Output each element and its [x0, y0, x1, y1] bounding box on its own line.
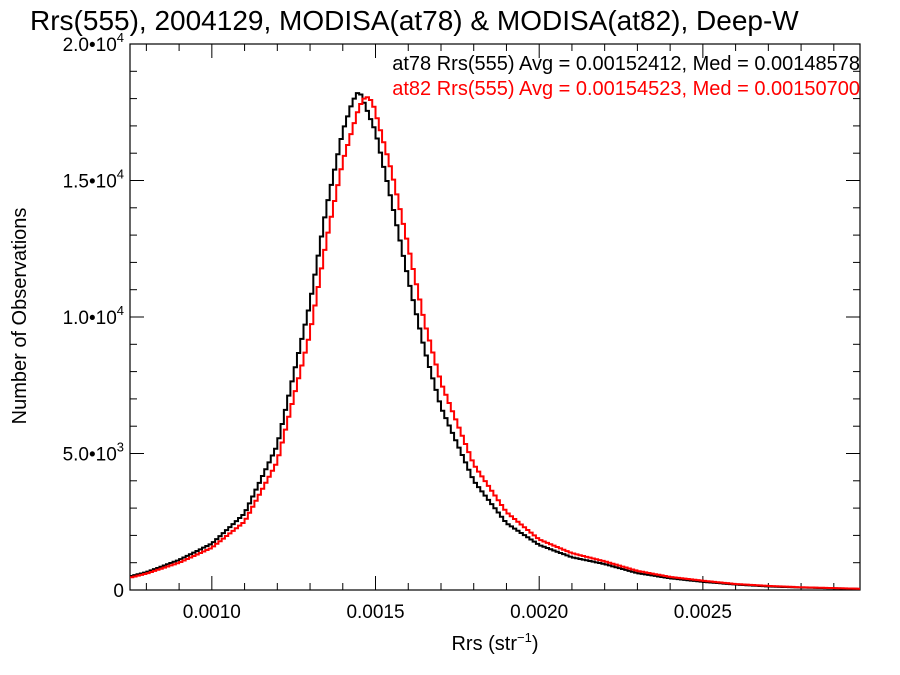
x-axis-label-sup: −1 [517, 630, 532, 645]
legend-entry-at82: at82 Rrs(555) Avg = 0.00154523, Med = 0.… [392, 78, 860, 100]
y-tick-label: 1.5•104 [63, 167, 124, 193]
y-tick-mantissa: 1.0•10 [63, 308, 117, 329]
y-axis-label: Number of Observations [9, 208, 31, 425]
series-line-at78 [130, 92, 860, 590]
y-tick-mantissa: 1.5•10 [63, 172, 117, 193]
y-tick-exponent: 3 [117, 440, 124, 455]
y-tick-exponent: 4 [117, 303, 124, 318]
x-tick-label: 0.0010 [183, 602, 241, 623]
x-tick-label: 0.0020 [510, 602, 568, 623]
x-axis: 0.0010 0.0015 0.0020 0.0025 [145, 44, 835, 623]
x-axis-label-end: ) [532, 633, 539, 655]
series-layer [130, 92, 860, 590]
y-tick-label: 5.0•103 [63, 440, 124, 466]
series-line-at82 [130, 96, 860, 590]
x-tick-label: 0.0015 [346, 602, 404, 623]
y-tick-mantissa: 2.0•10 [63, 35, 117, 56]
y-tick-exponent: 4 [117, 167, 124, 182]
y-tick-label: 2.0•104 [63, 30, 124, 56]
y-tick-mantissa: 0 [113, 581, 124, 602]
x-axis-label-main: Rrs (str [451, 633, 517, 655]
x-tick-label: 0.0025 [674, 602, 732, 623]
y-tick-label: 1.0•104 [63, 303, 124, 329]
y-tick-label: 0 [113, 581, 124, 602]
x-axis-label: Rrs (str−1) [451, 630, 538, 655]
legend-entry-at78: at78 Rrs(555) Avg = 0.00152412, Med = 0.… [392, 53, 860, 75]
chart-title: Rrs(555), 2004129, MODISA(at78) & MODISA… [30, 5, 799, 36]
y-tick-mantissa: 5.0•10 [63, 445, 117, 466]
y-tick-exponent: 4 [117, 30, 124, 45]
legend: at78 Rrs(555) Avg = 0.00152412, Med = 0.… [392, 53, 860, 100]
